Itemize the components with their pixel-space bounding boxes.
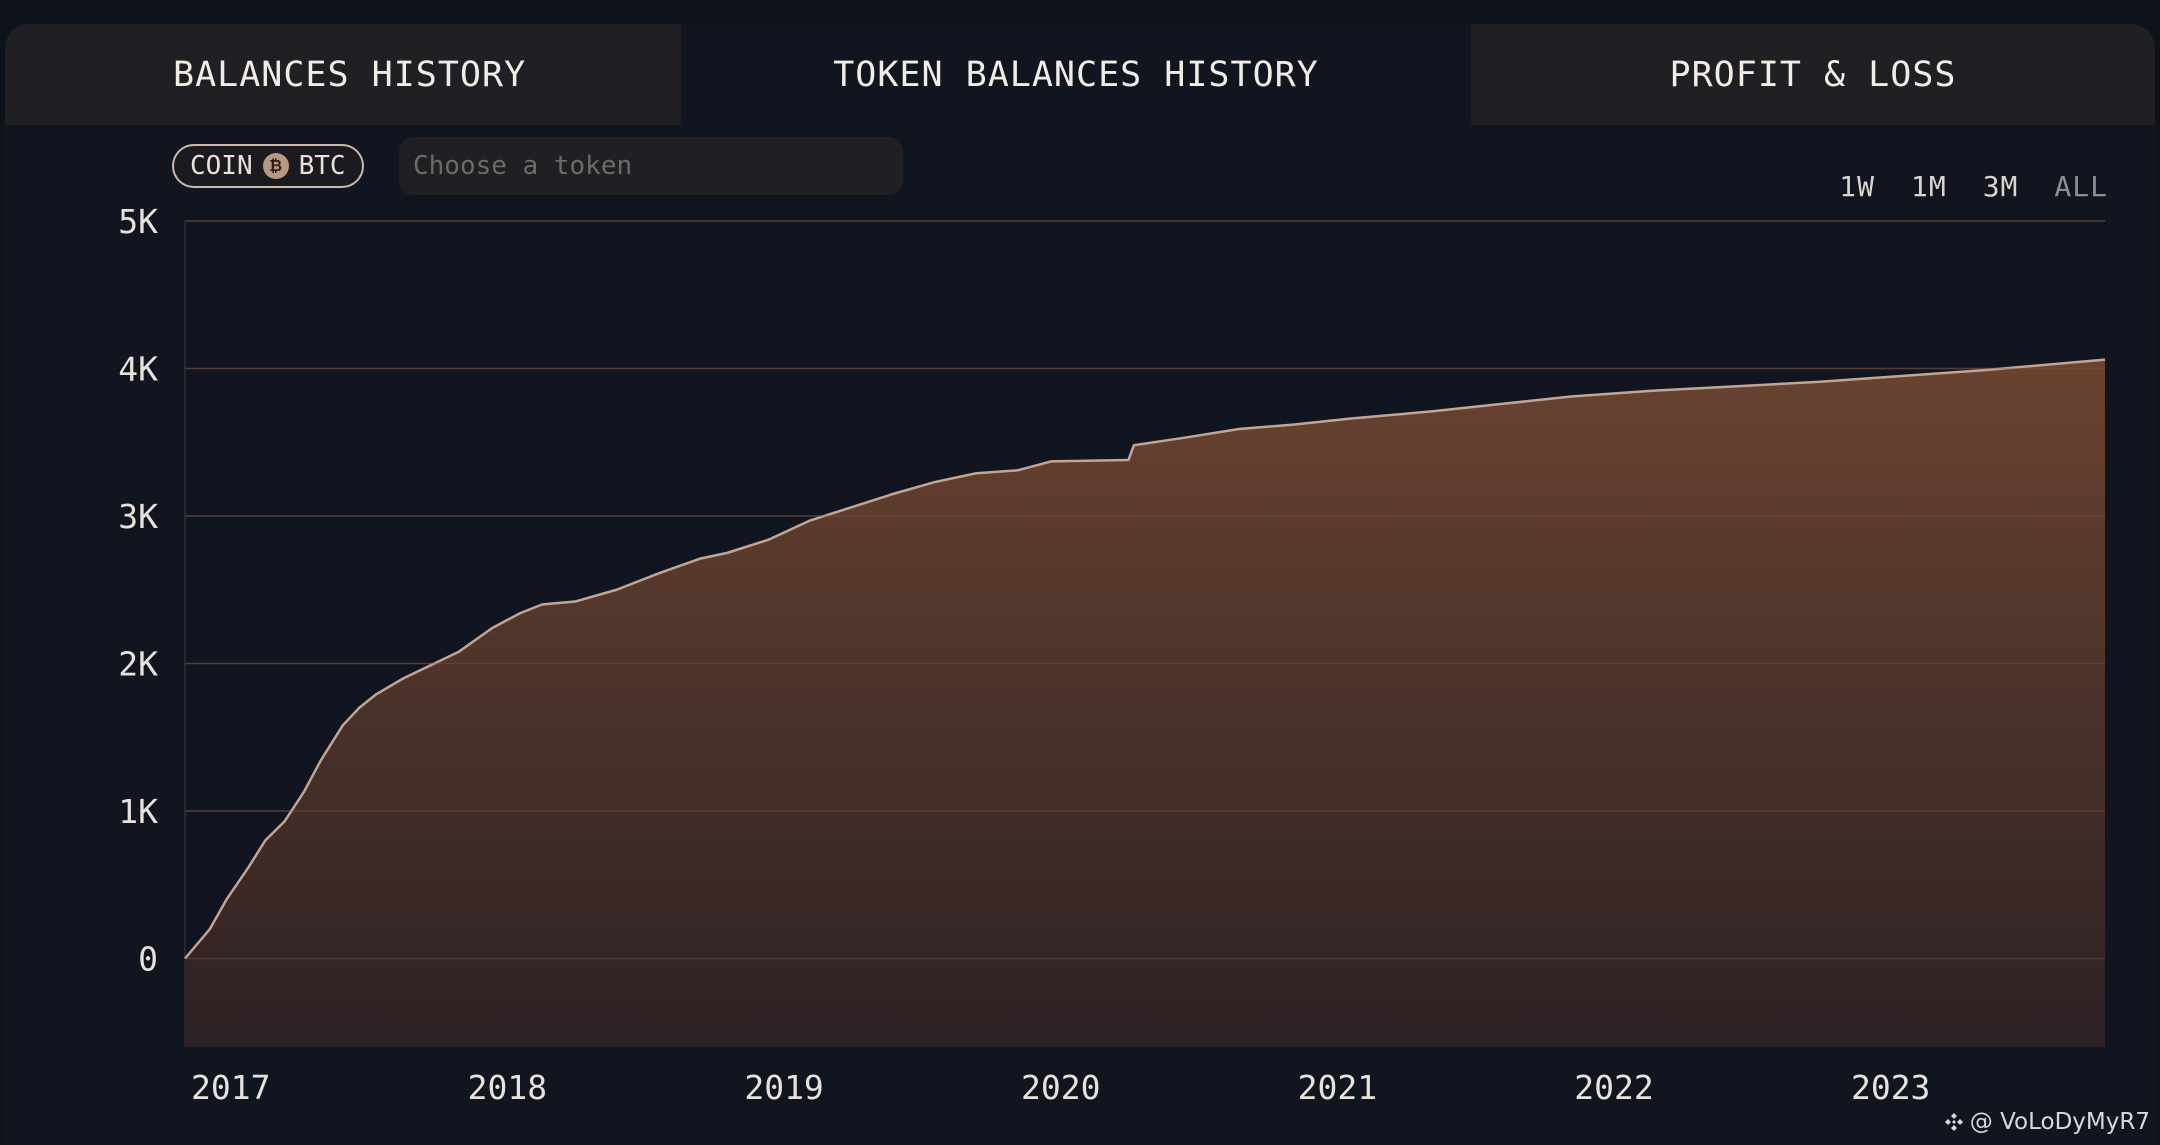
y-tick-label: 5K [118, 202, 158, 241]
time-range-selector: 1W 1M 3M ALL [1839, 170, 2108, 203]
x-tick-label: 2018 [468, 1068, 547, 1107]
tab-profit-and-loss[interactable]: PROFIT & LOSS [1471, 24, 2155, 125]
y-tick-label: 3K [118, 497, 158, 536]
coin-filter-chip[interactable]: COIN ₿ BTC [172, 144, 364, 188]
watermark: @ VoLoDyMyR7 [1944, 1109, 2150, 1135]
watermark-text: @ VoLoDyMyR7 [1969, 1109, 2150, 1135]
range-1m-button[interactable]: 1M [1910, 170, 1947, 203]
y-axis: 0 1K 2K 3K 4K 5K [118, 202, 158, 979]
x-tick-label: 2022 [1574, 1068, 1653, 1107]
x-tick-label: 2019 [744, 1068, 823, 1107]
tab-token-balances-history[interactable]: TOKEN BALANCES HISTORY [681, 24, 1471, 125]
tab-balances-history[interactable]: BALANCES HISTORY [5, 24, 681, 125]
token-search-input[interactable] [399, 137, 903, 195]
range-all-button[interactable]: ALL [2054, 170, 2108, 203]
x-tick-label: 2021 [1298, 1068, 1377, 1107]
tab-bar: BALANCES HISTORY TOKEN BALANCES HISTORY … [5, 24, 2155, 125]
y-tick-label: 2K [118, 645, 158, 684]
y-tick-label: 0 [138, 940, 158, 979]
series-area-0 [185, 359, 2105, 1047]
binance-logo-icon [1944, 1113, 1963, 1131]
x-axis: 2017 2018 2019 2020 2021 2022 2023 [191, 1068, 1930, 1107]
coin-filter-symbol: BTC [298, 151, 346, 181]
coin-filter-label: COIN [190, 151, 253, 181]
x-tick-label: 2020 [1021, 1068, 1100, 1107]
x-tick-label: 2023 [1851, 1068, 1930, 1107]
y-tick-label: 4K [118, 350, 158, 389]
area-layer [184, 220, 2106, 1047]
bitcoin-icon: ₿ [262, 153, 289, 179]
y-tick-label: 1K [118, 792, 158, 831]
x-tick-label: 2017 [191, 1068, 270, 1107]
range-3m-button[interactable]: 3M [1982, 170, 2019, 203]
series-line-0 [184, 358, 2106, 960]
range-1w-button[interactable]: 1W [1839, 170, 1875, 203]
